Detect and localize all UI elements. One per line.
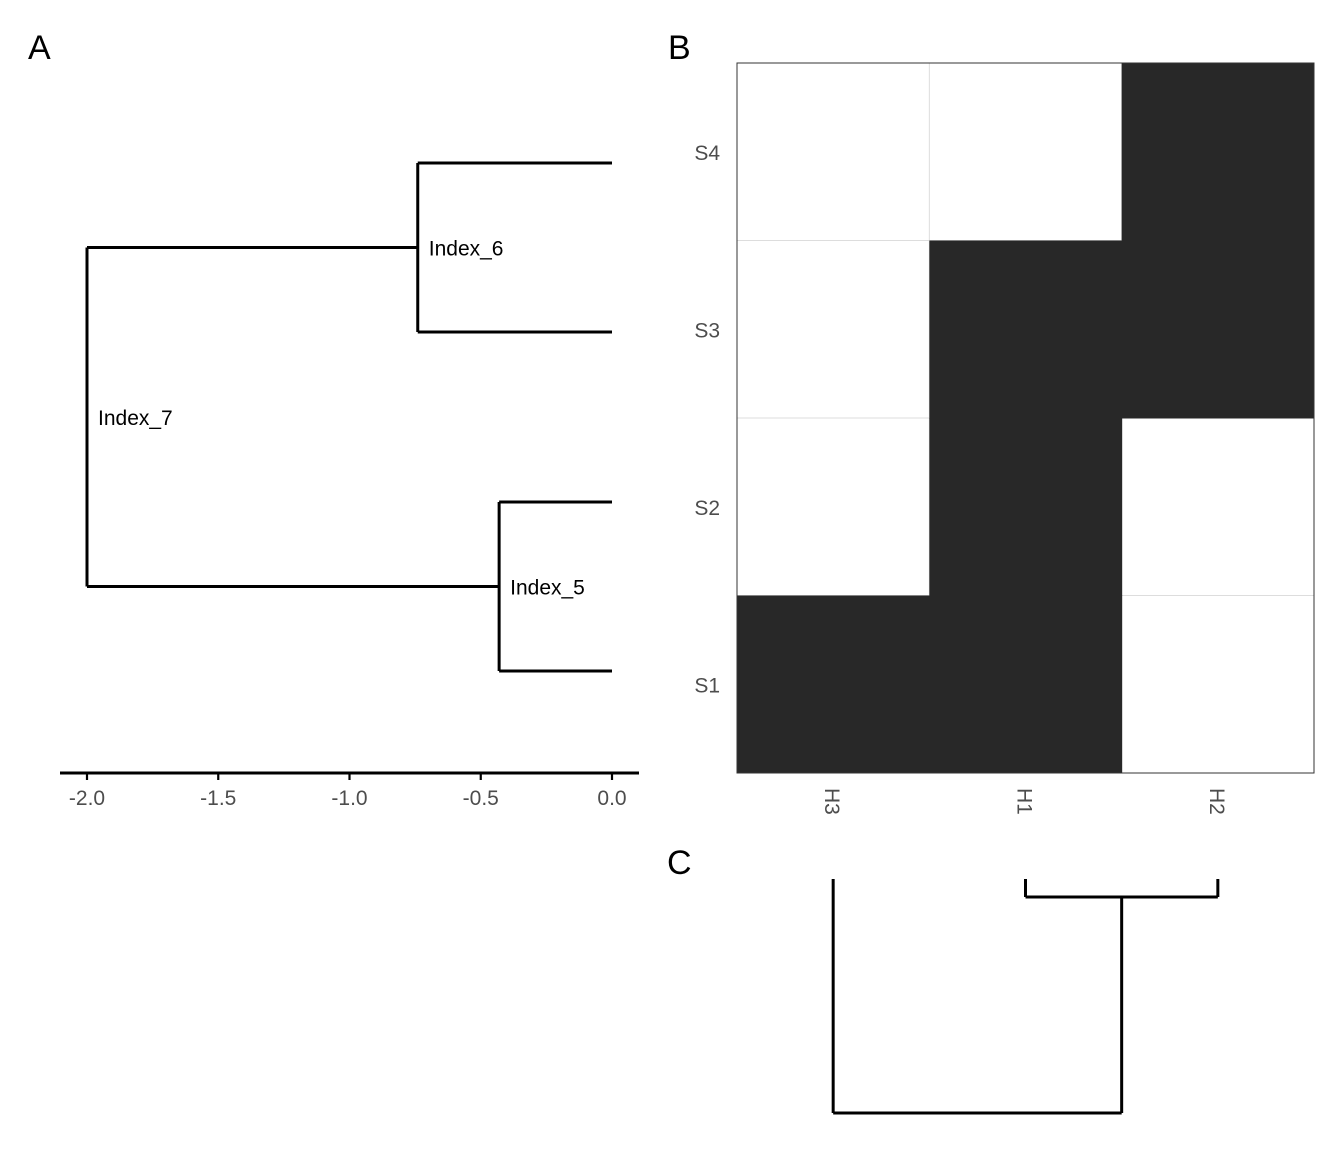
- node-label-index_5: Index_5: [510, 577, 585, 600]
- row-label: S2: [694, 497, 720, 520]
- row-label: S1: [694, 674, 720, 697]
- heatmap-cell-filled: [1121, 240, 1315, 419]
- heatmap-border: [736, 62, 1315, 774]
- row-label: S4: [694, 142, 720, 165]
- x-tick-label: -0.5: [463, 787, 499, 810]
- panel-c-label: C: [667, 844, 692, 882]
- heatmap-cell-filled: [1121, 63, 1315, 241]
- x-tick-label: 0.0: [597, 787, 626, 810]
- heatmap-cell: [737, 418, 930, 596]
- tree-dendrogram-panel: Index_6 Index_5 Index_7 -2.0 -1.5 -1.0 -0.5 0.0: [60, 161, 639, 810]
- heatmap-cell-filled: [929, 240, 1123, 419]
- heatmap-cell-filled: [929, 418, 1123, 596]
- column-label: H3: [820, 788, 843, 815]
- heatmap-cell-filled: [737, 595, 930, 774]
- heatmap-cell-filled: [929, 595, 1123, 774]
- panel-b-label: B: [668, 29, 691, 67]
- x-tick-label: -1.0: [331, 787, 367, 810]
- column-dendrogram-panel: [831, 879, 1220, 1115]
- x-tick-label: -1.5: [200, 787, 236, 810]
- panel-a-label: A: [28, 29, 51, 67]
- node-label-index_6: Index_6: [429, 238, 504, 261]
- heatmap-cell: [1121, 418, 1314, 596]
- heatmap-cell: [929, 63, 1122, 241]
- heatmap-cell: [737, 240, 930, 418]
- column-label: H1: [1013, 788, 1036, 815]
- x-tick-label: -2.0: [69, 787, 105, 810]
- heatmap-cell: [1121, 595, 1314, 773]
- heatmap-cell: [737, 63, 930, 241]
- row-label: S3: [694, 319, 720, 342]
- presence-heatmap-panel: S4 S3 S2 S1 H3 H1 H2: [694, 62, 1315, 815]
- node-label-index_7: Index_7: [98, 407, 173, 430]
- column-label: H2: [1205, 788, 1228, 815]
